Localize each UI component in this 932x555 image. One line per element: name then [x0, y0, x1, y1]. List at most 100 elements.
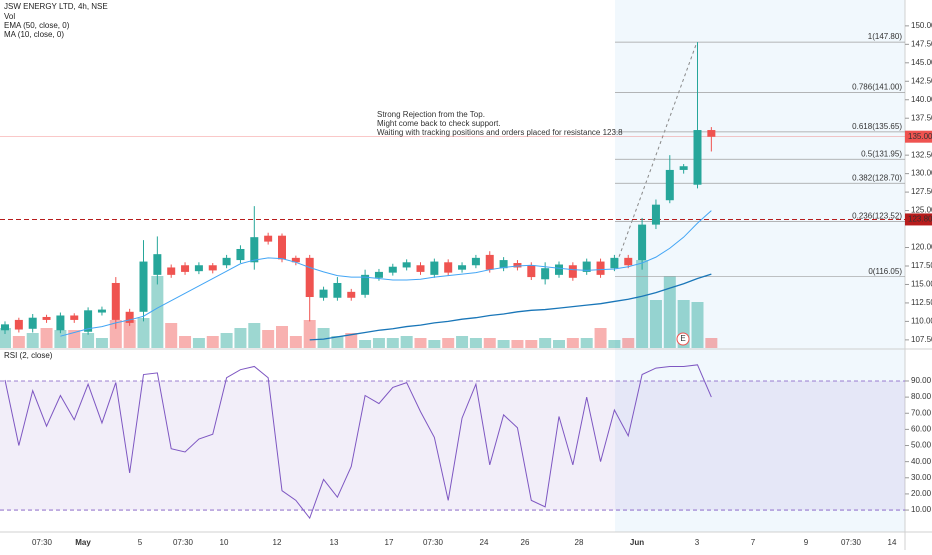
volume-bar — [68, 330, 81, 348]
volume-bar — [234, 328, 247, 348]
volume-bar — [580, 338, 593, 348]
candle-body — [167, 267, 176, 275]
y-tick-label: 90.00 — [911, 376, 932, 385]
rsi-title: RSI (2, close) — [4, 351, 53, 360]
volume-bar — [345, 333, 358, 348]
x-tick-label: 9 — [804, 538, 809, 547]
candle-body — [125, 311, 134, 323]
x-tick-label: 13 — [330, 538, 339, 547]
volume-bar — [12, 336, 25, 348]
candle-body — [527, 265, 536, 278]
volume-bar — [0, 328, 11, 348]
volume-bar — [553, 340, 565, 348]
y-tick-label: 120.00 — [911, 243, 932, 252]
y-tick-label: 10.00 — [911, 505, 932, 514]
candle-body — [499, 260, 508, 269]
x-tick-label: 07:30 — [173, 538, 194, 547]
indicator-label: Vol — [4, 12, 15, 21]
candle-body — [14, 319, 23, 330]
y-tick-label: 115.00 — [911, 280, 932, 289]
y-tick-label: 145.00 — [911, 58, 932, 67]
candle-body — [84, 310, 93, 332]
volume-bar — [40, 328, 53, 348]
candle-body — [194, 265, 203, 272]
y-tick-label: 30.00 — [911, 473, 932, 482]
volume-bar — [192, 338, 205, 348]
volume-bar — [456, 336, 469, 348]
volume-bar — [594, 328, 607, 348]
candle-body — [458, 265, 467, 270]
volume-bar — [289, 336, 302, 348]
volume-bar — [248, 323, 261, 348]
volume-bar — [262, 330, 275, 348]
candle-body — [208, 265, 217, 271]
volume-bar — [622, 338, 635, 348]
y-tick-label: 127.50 — [911, 187, 932, 196]
fib-label: 0.5(131.95) — [861, 149, 902, 158]
fib-label: 0.236(123.52) — [852, 212, 902, 221]
volume-bar — [137, 318, 150, 348]
x-tick-label: 07:30 — [32, 538, 53, 547]
fib-region — [615, 0, 905, 532]
volume-bar — [372, 338, 385, 348]
candle-body — [651, 204, 660, 225]
fib-label: 0.618(135.65) — [852, 122, 902, 131]
candle-body — [665, 169, 674, 201]
candle-body — [347, 291, 356, 298]
volume-bar — [317, 328, 330, 348]
volume-bar — [663, 276, 676, 348]
y-tick-label: 80.00 — [911, 392, 932, 401]
fib-label: 0(116.05) — [868, 267, 902, 276]
x-tick-label: 14 — [888, 538, 897, 547]
volume-bar — [566, 338, 579, 348]
candle-body — [513, 263, 522, 268]
indicator-label: MA (10, close, 0) — [4, 30, 64, 39]
x-tick-label: 07:30 — [423, 538, 444, 547]
y-tick-label: 110.00 — [911, 317, 932, 326]
x-tick-label: 10 — [220, 538, 229, 547]
earnings-label: E — [680, 334, 685, 343]
y-tick-label: 147.50 — [911, 39, 932, 48]
indicator-line — [309, 273, 712, 341]
volume-bar — [469, 338, 482, 348]
candle-body — [568, 265, 577, 278]
x-tick-label: 7 — [751, 538, 756, 547]
volume-bar — [109, 320, 122, 348]
y-tick-label: 40.00 — [911, 457, 932, 466]
candle-body — [624, 257, 633, 266]
y-tick-label: 142.50 — [911, 76, 932, 85]
earnings-icon — [676, 332, 690, 346]
volume-bar — [386, 338, 399, 348]
candle-body — [471, 257, 480, 266]
volume-bar — [151, 276, 164, 348]
candle-body — [291, 257, 300, 263]
annotation: Might come back to check support. — [377, 119, 501, 128]
annotation: Strong Rejection from the Top. — [377, 110, 485, 119]
volume-bar — [649, 300, 662, 348]
y-tick-label: 137.50 — [911, 113, 932, 122]
volume-bar — [636, 260, 649, 348]
candle-body — [444, 262, 453, 273]
candle-body — [153, 254, 162, 275]
price-tag — [905, 213, 932, 226]
volume-bar — [331, 336, 344, 348]
volume-bar — [705, 338, 718, 348]
annotation: Waiting with tracking positions and orde… — [377, 128, 623, 137]
fib-label: 1(147.80) — [868, 32, 903, 41]
candle-body — [430, 261, 439, 275]
candle-body — [28, 317, 37, 329]
x-tick-label: 3 — [695, 538, 700, 547]
y-tick-label: 132.50 — [911, 150, 932, 159]
x-tick-label: 28 — [575, 538, 584, 547]
price-tag-label: 135.00 — [908, 132, 932, 141]
volume-bar — [525, 340, 538, 348]
volume-bar — [206, 336, 219, 348]
candle-body — [181, 265, 190, 272]
candle-body — [139, 261, 148, 312]
x-tick-label: 24 — [480, 538, 489, 547]
trend-dashed — [614, 41, 698, 269]
y-tick-label: 107.50 — [911, 335, 932, 344]
candle-body — [305, 257, 314, 298]
volume-bar — [95, 338, 108, 348]
